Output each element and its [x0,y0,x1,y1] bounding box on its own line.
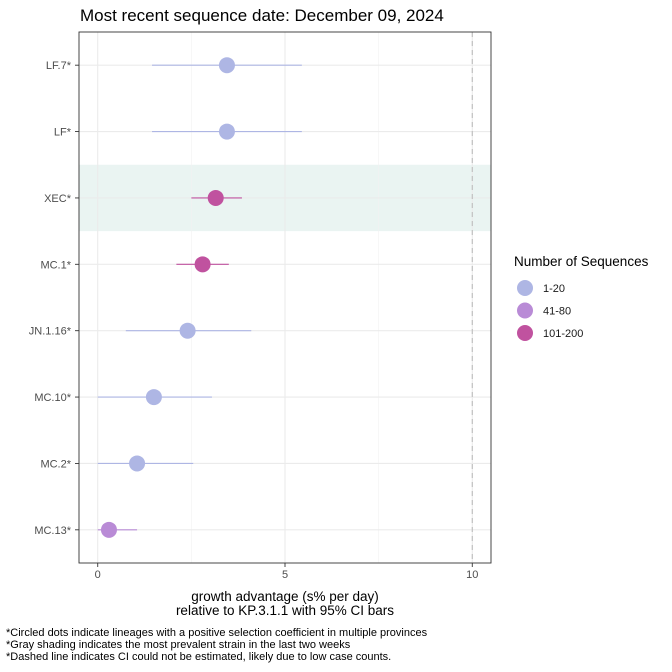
data-point [207,189,224,206]
legend-title: Number of Sequences [514,254,649,269]
data-point [179,322,196,339]
footnote-3: *Dashed line indicates CI could not be e… [6,651,391,663]
footnote-1: *Circled dots indicate lineages with a p… [6,627,428,639]
y-tick-label: MC.13* [34,525,71,537]
data-point [194,256,211,273]
legend-label: 101-200 [543,328,583,340]
y-tick-label: LF.7* [46,60,72,72]
legend-key [517,325,533,341]
plot-panel: LF.7* LF* XEC* MC.1* JN.1.16* MC.10* MC.2* MC.1… [29,31,492,581]
chart-title: Most recent sequence date: December 09, … [80,6,444,25]
x-tick-label: 5 [282,569,288,581]
y-tick-label: MC.10* [34,392,71,404]
y-tick-label: XEC* [44,193,72,205]
legend: 1-20 41-80 101-200 [517,280,583,341]
legend-key [517,302,533,319]
x-axis-title-line1: growth advantage (s% per day) [191,589,379,604]
y-tick-label: LF* [54,127,72,139]
y-tick-label: MC.2* [40,458,71,470]
legend-key [517,280,533,296]
x-axis-title-line2: relative to KP.3.1.1 with 95% CI bars [176,603,394,618]
legend-label: 41-80 [543,306,571,318]
x-tick-label: 10 [466,569,478,581]
data-point [129,455,146,472]
data-point [218,123,235,140]
y-tick-label: MC.1* [40,259,71,271]
data-point [145,389,162,406]
y-tick-label: JN.1.16* [29,326,72,338]
x-tick-label: 0 [95,569,101,581]
data-point [218,57,235,74]
legend-label: 1-20 [543,283,565,295]
footnote-2: *Gray shading indicates the most prevale… [6,639,351,651]
data-point [100,521,117,538]
